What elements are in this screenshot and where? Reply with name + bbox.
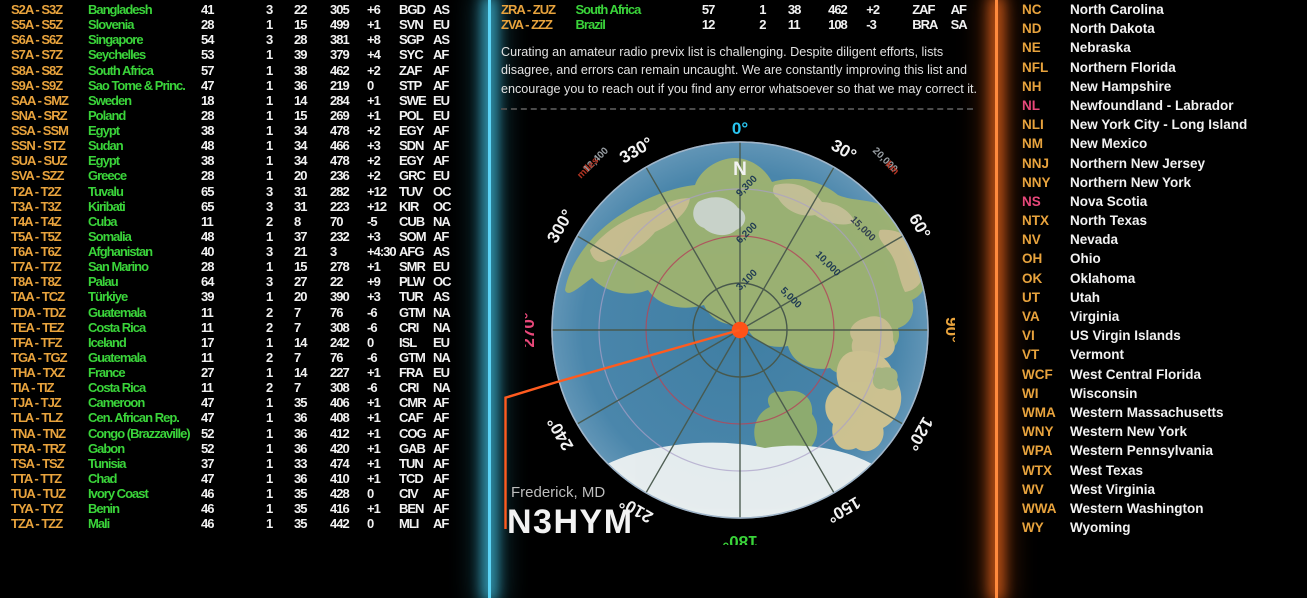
svg-text:240°: 240° <box>543 414 577 454</box>
svg-text:300°: 300° <box>543 206 577 246</box>
svg-text:0°: 0° <box>732 119 748 138</box>
svg-text:90°: 90° <box>942 317 955 343</box>
svg-text:N: N <box>733 159 747 180</box>
svg-text:270°: 270° <box>525 312 538 347</box>
svg-text:330°: 330° <box>616 133 656 167</box>
svg-text:150°: 150° <box>824 493 864 527</box>
svg-text:120°: 120° <box>903 414 937 454</box>
svg-text:30°: 30° <box>828 136 860 165</box>
svg-text:180°: 180° <box>722 532 757 545</box>
svg-text:60°: 60° <box>905 210 934 242</box>
